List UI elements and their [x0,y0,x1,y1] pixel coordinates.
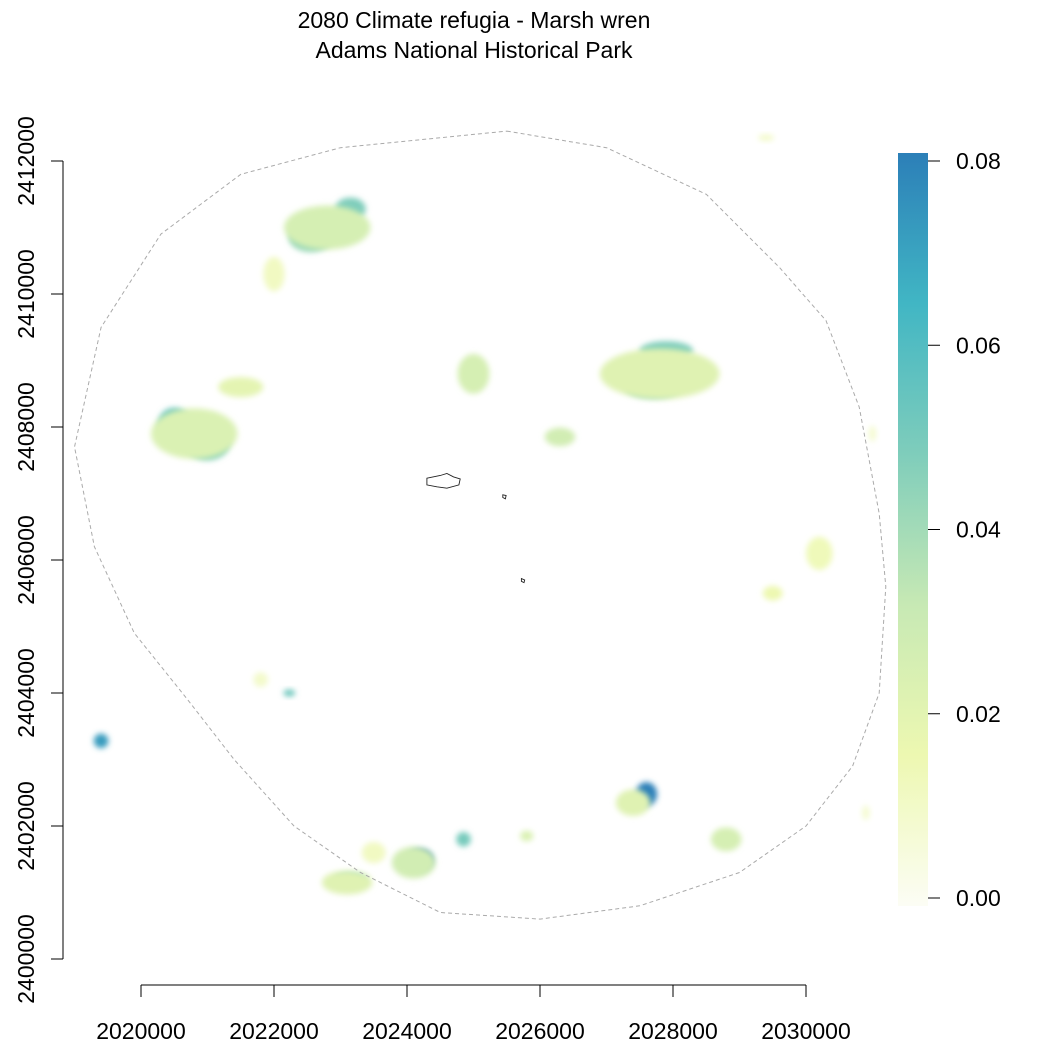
refugia-patch [868,425,877,442]
refugia-patch [457,353,490,394]
refugia-patch [283,689,296,697]
y-tick-label: 2412000 [13,116,39,206]
refugia-patch [456,831,471,847]
refugia-patch [263,256,285,292]
refugia-patch [861,805,870,821]
refugia-patch [253,672,269,688]
y-tick-label: 2404000 [13,648,39,738]
refugia-patch [599,348,720,400]
refugia-patch [93,733,109,749]
park-unit-outline [502,494,507,500]
refugia-patch [391,846,436,879]
refugia-patch [544,427,576,447]
y-tick-label: 2400000 [13,914,39,1004]
x-tick-label: 2020000 [96,1018,186,1044]
refugia-patch [150,408,238,459]
park-unit-outline [426,473,461,489]
y-tick-label: 2410000 [13,249,39,339]
legend-tick-label: 0.02 [956,701,1001,727]
boundary-line [73,130,887,920]
refugia-patch [321,870,373,895]
refugia-raster [93,134,877,895]
y-axis: 2400000 2402000 2404000 2406000 2408000 24100… [13,116,64,1004]
refugia-patch [710,827,742,852]
study-area-boundary [73,130,887,920]
x-tick-label: 2022000 [229,1018,319,1044]
refugia-patch [758,134,775,142]
legend-tick-label: 0.06 [956,332,1001,358]
legend-tick-label: 0.04 [956,517,1001,543]
chart-subtitle: Adams National Historical Park [315,37,633,63]
y-tick-label: 2402000 [13,781,39,871]
refugia-patch [615,789,651,817]
x-tick-label: 2024000 [362,1018,452,1044]
legend-tick-label: 0.08 [956,148,1001,174]
color-legend: 0.00 0.02 0.04 0.06 0.08 [898,148,1001,911]
refugia-patch [218,377,264,398]
x-axis: 2020000 2022000 2024000 2026000 2028000 20300… [96,984,851,1044]
refugia-patch [806,536,833,570]
x-tick-label: 2030000 [761,1018,851,1044]
refugia-patch [361,841,386,864]
y-tick-label: 2408000 [13,382,39,472]
park-units [426,473,526,584]
legend-color-bar [898,153,928,906]
legend-tick-label: 0.00 [956,885,1001,911]
x-tick-label: 2026000 [495,1018,585,1044]
refugia-patch [762,585,783,601]
chart-title: 2080 Climate refugia - Marsh wren [297,7,651,33]
park-unit-outline [520,577,526,584]
y-tick-label: 2406000 [13,515,39,605]
refugia-patch [283,205,371,250]
refugia-patch [520,830,534,842]
x-tick-label: 2028000 [628,1018,718,1044]
